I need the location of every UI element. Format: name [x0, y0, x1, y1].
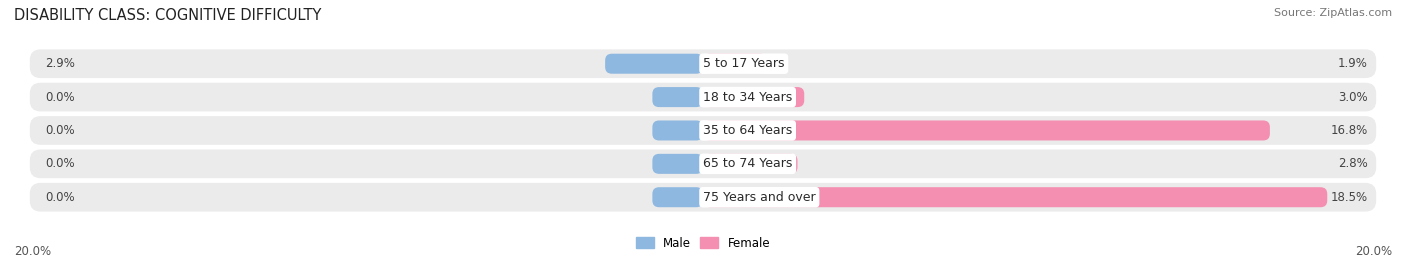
FancyBboxPatch shape: [652, 87, 703, 107]
Text: 65 to 74 Years: 65 to 74 Years: [703, 157, 793, 170]
Text: 18 to 34 Years: 18 to 34 Years: [703, 91, 792, 104]
Text: 0.0%: 0.0%: [45, 191, 75, 204]
FancyBboxPatch shape: [30, 83, 1376, 111]
FancyBboxPatch shape: [703, 187, 1327, 207]
FancyBboxPatch shape: [30, 49, 1376, 78]
FancyBboxPatch shape: [652, 121, 703, 140]
Text: 0.0%: 0.0%: [45, 157, 75, 170]
Legend: Male, Female: Male, Female: [631, 232, 775, 254]
Text: 0.0%: 0.0%: [45, 124, 75, 137]
FancyBboxPatch shape: [703, 87, 804, 107]
Text: 20.0%: 20.0%: [14, 245, 51, 258]
FancyBboxPatch shape: [652, 187, 703, 207]
Text: 5 to 17 Years: 5 to 17 Years: [703, 57, 785, 70]
Text: 16.8%: 16.8%: [1330, 124, 1368, 137]
Text: 0.0%: 0.0%: [45, 91, 75, 104]
FancyBboxPatch shape: [703, 121, 1270, 140]
Text: 3.0%: 3.0%: [1339, 91, 1368, 104]
Text: 1.9%: 1.9%: [1339, 57, 1368, 70]
FancyBboxPatch shape: [703, 54, 768, 74]
FancyBboxPatch shape: [30, 150, 1376, 178]
Text: 2.9%: 2.9%: [45, 57, 75, 70]
Text: 75 Years and over: 75 Years and over: [703, 191, 815, 204]
Text: 35 to 64 Years: 35 to 64 Years: [703, 124, 792, 137]
Text: 20.0%: 20.0%: [1355, 245, 1392, 258]
Text: Source: ZipAtlas.com: Source: ZipAtlas.com: [1274, 8, 1392, 18]
FancyBboxPatch shape: [652, 154, 703, 174]
Text: DISABILITY CLASS: COGNITIVE DIFFICULTY: DISABILITY CLASS: COGNITIVE DIFFICULTY: [14, 8, 322, 23]
Text: 2.8%: 2.8%: [1339, 157, 1368, 170]
FancyBboxPatch shape: [605, 54, 703, 74]
FancyBboxPatch shape: [30, 116, 1376, 145]
Text: 18.5%: 18.5%: [1330, 191, 1368, 204]
FancyBboxPatch shape: [30, 183, 1376, 211]
FancyBboxPatch shape: [703, 154, 797, 174]
